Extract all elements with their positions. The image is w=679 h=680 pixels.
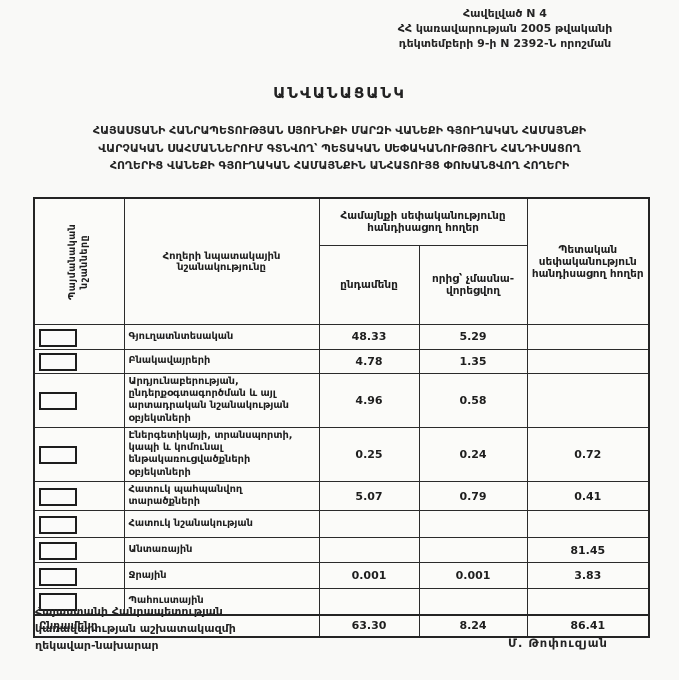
legend-cell: [33, 510, 125, 539]
subtitle-line-3: ՀՈՂԵՐԻՑ ՎԱՆԵՔԻ ԳՅՈՒՂԱԿԱՆ ՀԱՄԱՅՆՔԻՆ ԱՆՀԱՏ…: [109, 159, 570, 173]
signing-authority-line-2: կառավարության աշխատակազմի: [35, 622, 236, 636]
nonprivatized-value: 0.58: [418, 373, 528, 428]
land-category-label: Գյուղատնտեսական: [123, 324, 320, 350]
community-total-value: [318, 510, 420, 539]
community-total-value: [318, 588, 420, 616]
community-total-value: 5.07: [318, 480, 420, 512]
table-row-infrastructure: Էներգետիկայի, տրանսպորտի, կապի և կոմունա…: [33, 426, 650, 482]
document-reference: Հավելված N 4 ՀՀ կառավարության 2005 թվակա…: [345, 7, 665, 52]
state-lands-value: [526, 348, 650, 374]
table-header-row-2: ընդամենը որից՝ չմասնա-վորեցվող: [34, 245, 649, 325]
nonprivatized-value: [418, 588, 528, 616]
document-subtitle: ՀԱՅԱՍՏԱՆԻ ՀԱՆՐԱՊԵՏՈՒԹՅԱՆ ՍՅՈՒՆԻՔԻ ՄԱՐԶԻ …: [0, 122, 679, 175]
signing-authority: Հայաստանի Հանրապետության կառավարության ա…: [35, 603, 236, 654]
table-row-special-purpose: Հատուկ նշանակության: [33, 510, 650, 539]
land-category-label: Բնակավայրերի: [123, 348, 320, 374]
legend-symbol-box: [39, 353, 77, 371]
legend-symbol-box: [39, 516, 77, 535]
land-category-label: Անտառային: [123, 537, 320, 564]
total-row-label: Ընդամենը: [33, 613, 320, 638]
signing-authority-line-1: Հայաստանի Հանրապետության: [35, 605, 223, 618]
community-total-value: 0.25: [318, 426, 420, 482]
column-group-community-lands: Համայնքի սեփականությունը հանդիսացող հողե…: [318, 197, 528, 246]
state-lands-value: 3.83: [526, 562, 650, 590]
state-lands-value: 0.72: [526, 426, 650, 482]
appendix-number: Հավելված N 4: [463, 7, 547, 20]
community-total-value: 4.78: [318, 348, 420, 374]
column-header-symbols-cell: Պայմանական նշանները: [33, 197, 125, 325]
state-lands-value: 0.41: [526, 480, 650, 512]
legend-cell: [33, 480, 125, 512]
total-community-total-value: 63.30: [318, 613, 420, 638]
signing-authority-line-3: ղեկավար-նախարար: [35, 639, 159, 653]
nonprivatized-value: 1.35: [418, 348, 528, 374]
table-header-row-1: Պայմանական նշանները Հողերի նպատակային նշ…: [33, 197, 650, 325]
community-total-value: 48.33: [318, 324, 420, 350]
community-total-value: 0.001: [318, 562, 420, 590]
legend-cell: [33, 426, 125, 482]
government-decision-line2: դեկտեմբերի 9-ի N 2392-Ն որոշման: [398, 36, 612, 50]
legend-symbol-box: [39, 593, 77, 612]
table-row-total: Ընդամենը 63.30 8.24 86.41: [33, 613, 650, 638]
table-row-industrial: Արդյունաբերության, ընդերքօգտագործման և ա…: [33, 373, 650, 428]
land-category-label: Ջրային: [123, 562, 320, 590]
legend-cell: [33, 348, 125, 374]
table-row-water: Ջրային 0.001 0.001 3.83: [33, 562, 650, 590]
subtitle-line-2: ՎԱՐՉԱԿԱՆ ՍԱՀՄԱՆՆԵՐՈՒՄ ԳՏՆՎՈՂ՝ ՊԵՏԱԿԱՆ ՍԵ…: [98, 141, 581, 155]
nonprivatized-value: 0.24: [418, 426, 528, 482]
government-decision-line1: ՀՀ կառավարության 2005 թվականի: [397, 21, 613, 35]
nonprivatized-value: 0.001: [418, 562, 528, 590]
legend-symbol-box: [39, 446, 77, 465]
column-header-state-lands: Պետական սեփականություն հանդիսացող հողեր: [526, 197, 650, 325]
legend-symbol-box: [39, 487, 77, 506]
legend-cell: [33, 562, 125, 590]
table-row-agricultural: Գյուղատնտեսական 48.33 5.29: [33, 324, 650, 350]
table-row-forest: Անտառային 81.45: [33, 537, 650, 564]
land-category-label: Հատուկ նշանակության: [123, 510, 320, 539]
nonprivatized-value: [418, 510, 528, 539]
signature-name: Մ. Թոփուզյան: [508, 636, 608, 650]
nonprivatized-value: 0.79: [418, 480, 528, 512]
column-header-total: ընդամենը: [318, 245, 420, 325]
land-category-label: Հատուկ պահպանվող տարածքների: [123, 480, 320, 512]
legend-cell: [33, 537, 125, 564]
community-total-value: [318, 537, 420, 564]
land-allocation-table: Պայմանական նշանները Հողերի նպատակային նշ…: [33, 197, 651, 638]
subtitle-line-1: ՀԱՅԱՍՏԱՆԻ ՀԱՆՐԱՊԵՏՈՒԹՅԱՆ ՍՅՈՒՆԻՔԻ ՄԱՐԶԻ …: [92, 124, 587, 137]
total-state-lands-value: 86.41: [526, 613, 650, 638]
nonprivatized-value: 5.29: [418, 324, 528, 350]
table-row-protected-areas: Հատուկ պահպանվող տարածքների 5.07 0.79 0.…: [33, 480, 650, 512]
legend-cell: [33, 373, 125, 428]
document-title: ԱՆՎԱՆԱՑԱՆԿ: [273, 84, 406, 102]
legend-symbol-box: [39, 542, 77, 561]
legend-cell: [33, 324, 125, 350]
state-lands-value: [526, 510, 650, 539]
total-nonprivatized-value: 8.24: [418, 613, 528, 638]
legend-symbol-box: [39, 392, 77, 411]
column-header-purpose: Հողերի նպատակային նշանակությունը: [123, 197, 320, 325]
legend-cell: [33, 588, 125, 616]
land-category-label: Արդյունաբերության, ընդերքօգտագործման և ա…: [123, 373, 320, 428]
state-lands-value: [526, 588, 650, 616]
state-lands-value: 81.45: [526, 537, 650, 564]
legend-symbol-box: [39, 567, 77, 586]
state-lands-value: [526, 373, 650, 428]
column-header-nonprivatized: որից՝ չմասնա-վորեցվող: [418, 245, 528, 325]
table-row-settlements: Բնակավայրերի 4.78 1.35: [33, 348, 650, 374]
community-total-value: 4.96: [318, 373, 420, 428]
nonprivatized-value: [418, 537, 528, 564]
state-lands-value: [526, 324, 650, 350]
land-category-label: Էներգետիկայի, տրանսպորտի, կապի և կոմունա…: [123, 426, 320, 482]
column-header-symbols: Պայմանական նշանները: [67, 223, 91, 300]
legend-symbol-box: [39, 328, 77, 347]
